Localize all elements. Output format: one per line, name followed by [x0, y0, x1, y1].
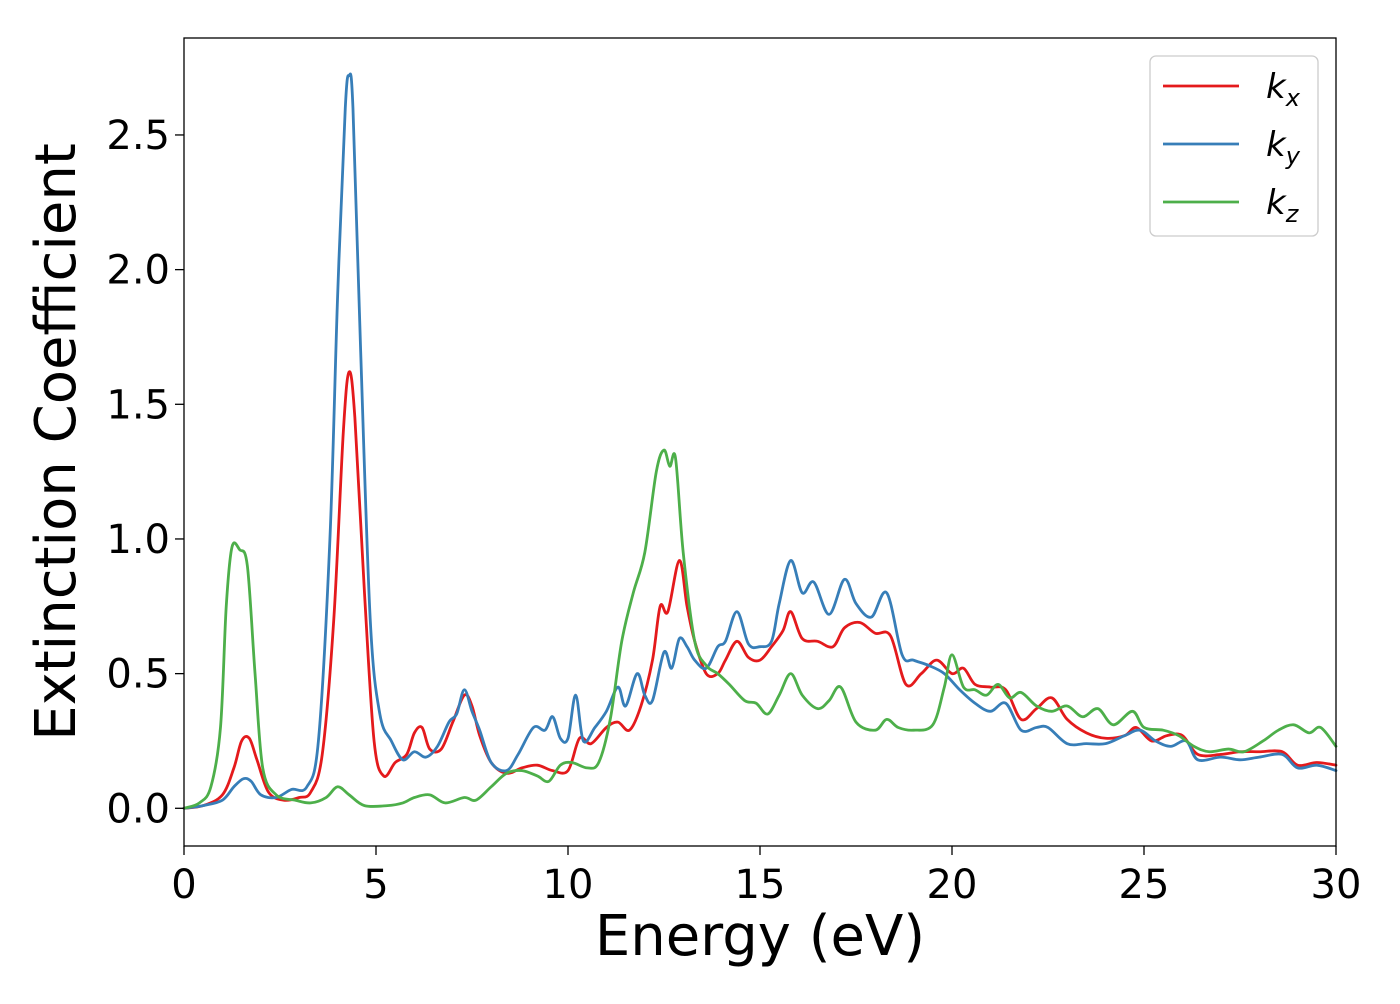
series-line-k-z: [182, 448, 1338, 810]
x-ticks: 0 5 10 15 20 25 30: [171, 846, 1361, 908]
y-tick-label: 1.5: [106, 382, 170, 428]
x-tick-label: 15: [735, 862, 786, 908]
x-tick-label: 5: [363, 862, 388, 908]
y-tick-label: 0.5: [106, 652, 170, 698]
x-tick-label: 10: [543, 862, 594, 908]
legend-label-k-x: kx: [1266, 67, 1301, 112]
y-axis-title: Extinction Coefficient: [24, 143, 89, 741]
y-tick-label: 2.0: [106, 248, 170, 294]
x-tick-label: 20: [927, 862, 978, 908]
x-tick-label: 30: [1311, 862, 1362, 908]
x-tick-label: 0: [171, 862, 196, 908]
legend-box: [1149, 55, 1319, 237]
legend-label-k-y: ky: [1266, 125, 1301, 170]
y-tick-label: 0.0: [106, 786, 170, 832]
series-line-k-x: [182, 370, 1338, 810]
legend-label-k-z: kz: [1266, 183, 1300, 228]
y-ticks: 0.0 0.5 1.0 1.5 2.0 2.5: [106, 113, 184, 832]
y-tick-label: 1.0: [106, 517, 170, 563]
x-tick-label: 25: [1119, 862, 1170, 908]
legend-items: kx ky kz: [1163, 67, 1301, 228]
series-line-k-y: [182, 72, 1338, 810]
series-layer: [182, 72, 1338, 810]
x-axis-title: Energy (eV): [595, 904, 925, 969]
y-tick-label: 2.5: [106, 113, 170, 159]
legend: kx ky kz: [1149, 55, 1319, 237]
plot-frame: [183, 37, 1337, 847]
